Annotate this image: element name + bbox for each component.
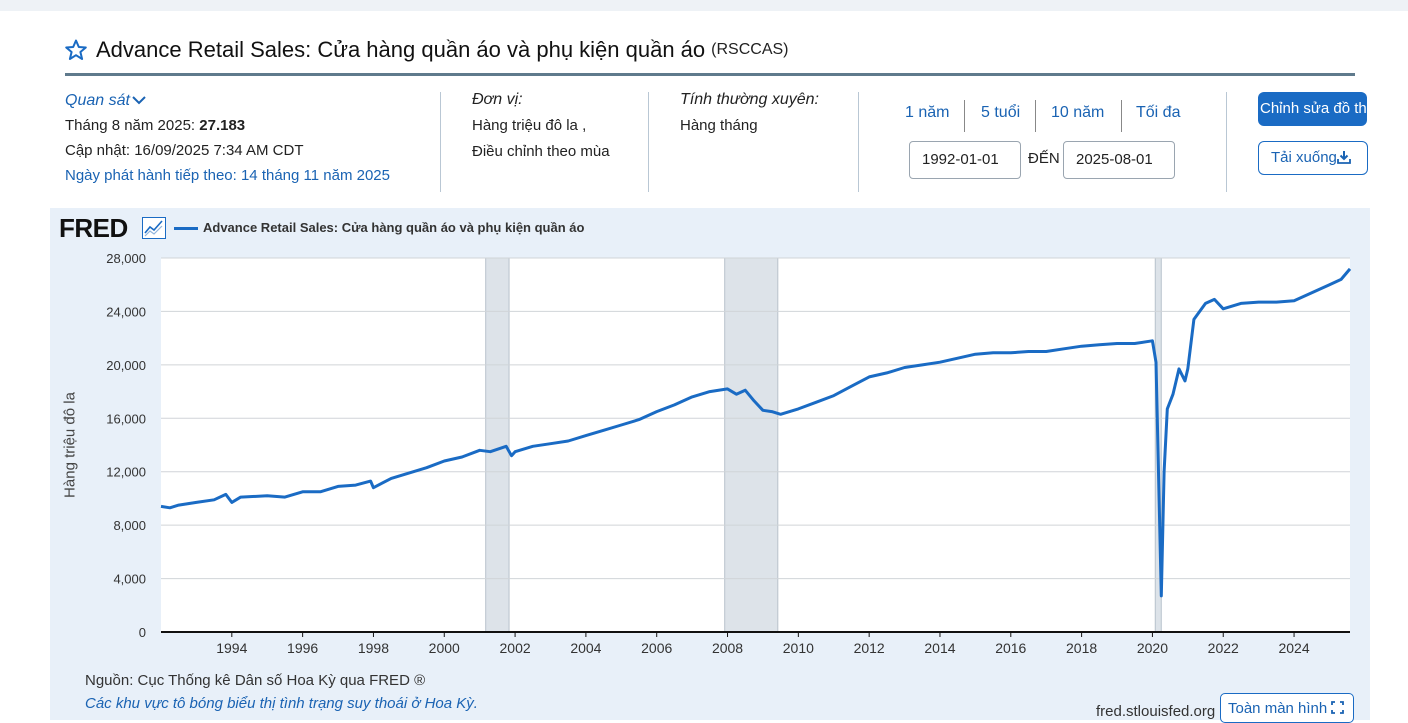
x-tick-label: 2000 [429,640,460,656]
y-tick-label: 28,000 [106,251,146,266]
x-tick-label: 1996 [287,640,318,656]
download-button[interactable]: Tải xuống [1258,141,1368,175]
x-tick-label: 2010 [783,640,814,656]
separator [648,92,649,192]
start-date-input[interactable]: 1992-01-01 [909,141,1021,179]
x-tick-label: 2014 [924,640,955,656]
chart-type-icon [142,217,166,239]
next-release-link[interactable]: Ngày phát hành tiếp theo: 14 tháng 11 nă… [65,167,390,184]
observation-block: Quan sát Tháng 8 năm 2025: 27.183 Cập nh… [65,88,390,188]
x-tick-label: 2008 [712,640,743,656]
x-tick-label: 2016 [995,640,1026,656]
x-tick-label: 2020 [1137,640,1168,656]
x-tick-label: 2006 [641,640,672,656]
frequency-label: Tính thường xuyên: [680,91,819,108]
range-separator [1121,100,1122,132]
title-row: Advance Retail Sales: Cửa hàng quần áo v… [64,34,789,66]
y-tick-label: 12,000 [106,465,146,480]
range-10y[interactable]: 10 năm [1051,104,1105,121]
y-tick-label: 8,000 [113,518,146,533]
units-label: Đơn vị: [472,91,523,108]
recession-band [724,257,779,633]
edit-graph-label: Chỉnh sửa đồ thị [1260,100,1367,117]
title-rule [65,73,1355,76]
download-label: Tải xuống [1271,149,1337,166]
x-tick-label: 1998 [358,640,389,656]
y-tick-label: 16,000 [106,411,146,426]
download-icon [1336,151,1351,164]
units-line2: Điều chỉnh theo mùa [472,143,610,160]
separator [858,92,859,192]
fullscreen-button[interactable]: Toàn màn hình [1220,693,1354,723]
frequency-value: Hàng tháng [680,117,758,134]
legend-label: Advance Retail Sales: Cửa hàng quần áo v… [203,220,585,235]
range-separator [964,100,965,132]
end-date-input[interactable]: 2025-08-01 [1063,141,1175,179]
separator [440,92,441,192]
observation-period: Tháng 8 năm 2025: [65,117,196,134]
frequency-block: Tính thường xuyên: Hàng tháng [680,87,819,138]
y-tick-label: 0 [139,625,146,640]
observation-value: 27.183 [199,117,246,134]
x-tick-label: 1994 [216,640,247,656]
y-tick-label: 20,000 [106,358,146,373]
observation-toggle[interactable]: Quan sát [65,88,390,113]
separator [1226,92,1227,192]
fred-logo: FRED [59,213,128,243]
fullscreen-label: Toàn màn hình [1228,700,1328,717]
recession-note: Các khu vực tô bóng biểu thị tình trạng … [85,695,478,712]
star-icon[interactable] [64,38,88,62]
edit-graph-button[interactable]: Chỉnh sửa đồ thị [1258,92,1367,126]
source-url[interactable]: fred.stlouisfed.org [1096,703,1216,720]
chevron-down-icon [132,96,146,105]
x-tick-label: 2002 [500,640,531,656]
x-tick-label: 2004 [570,640,601,656]
source-text: Nguồn: Cục Thống kê Dân số Hoa Kỳ qua FR… [85,672,426,689]
page-title: Advance Retail Sales: Cửa hàng quần áo v… [96,37,706,62]
x-tick-label: 2012 [854,640,885,656]
fullscreen-icon [1331,701,1345,714]
range-max[interactable]: Tối đa [1136,104,1181,121]
x-tick-label: 2024 [1278,640,1309,656]
series-code: (RSCCAS) [711,41,789,58]
to-label: ĐẾN [1028,150,1060,167]
top-strip [0,0,1408,11]
x-tick-label: 2022 [1208,640,1239,656]
range-separator [1035,100,1036,132]
series-line [160,267,1352,598]
legend-swatch [174,227,198,230]
x-tick-label: 2018 [1066,640,1097,656]
observation-label: Quan sát [65,92,130,109]
updated-text: Cập nhật: 16/09/2025 7:34 AM CDT [65,142,304,159]
y-tick-label: 4,000 [113,572,146,587]
units-block: Đơn vị: Hàng triệu đô la , Điều chỉnh th… [472,87,610,164]
units-line1: Hàng triệu đô la , [472,117,587,134]
range-5y[interactable]: 5 tuổi [981,104,1021,121]
observation-value-line: Tháng 8 năm 2025: 27.183 [65,113,390,138]
y-tick-label: 24,000 [106,304,146,319]
range-1y[interactable]: 1 năm [905,104,950,121]
